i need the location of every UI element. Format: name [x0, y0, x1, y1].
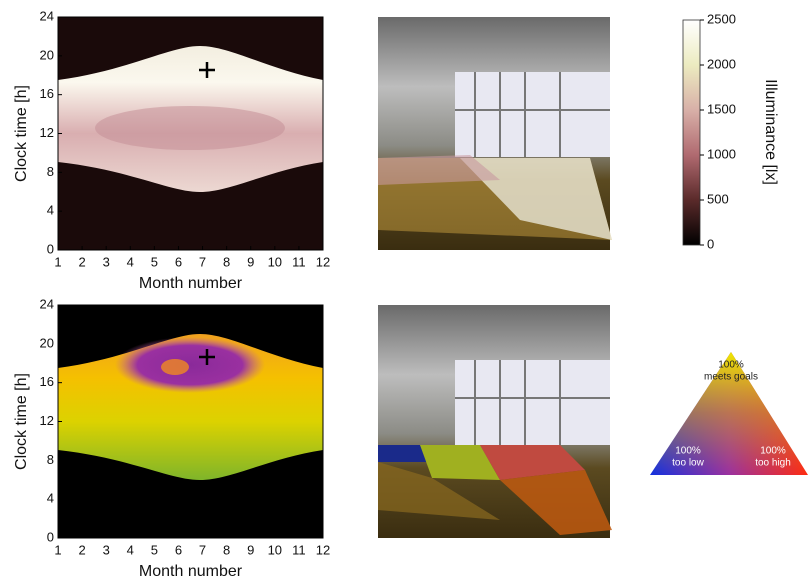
y-tick-label: 8	[47, 164, 54, 179]
colorbar-tick-label: 2500	[707, 11, 736, 26]
x-tick-label: 11	[292, 254, 306, 269]
x-tick-label: 1	[54, 254, 61, 269]
x-tick-label: 3	[103, 542, 110, 557]
x-tick-label: 1	[54, 542, 61, 557]
render-top	[378, 17, 612, 250]
legend-text: 100%	[675, 446, 701, 457]
render-bottom	[378, 305, 612, 538]
x-axis-label: Month number	[139, 275, 243, 292]
x-tick-label: 3	[103, 254, 110, 269]
legend-text: too high	[755, 458, 791, 469]
x-tick-label: 2	[78, 542, 85, 557]
y-tick-label: 20	[40, 47, 54, 62]
x-tick-label: 4	[127, 542, 134, 557]
legend-text: meets goals	[704, 372, 758, 383]
y-tick-label: 16	[40, 86, 54, 101]
colorbar-tick-label: 0	[707, 236, 714, 251]
x-tick-label: 6	[175, 254, 182, 269]
x-tick-label: 10	[268, 254, 282, 269]
y-tick-label: 0	[47, 529, 54, 544]
figure: Illuminance [lx] 100% meets goals 100% t…	[0, 0, 809, 582]
y-tick-label: 8	[47, 452, 54, 467]
heatmap-bottom	[58, 305, 323, 538]
x-tick-label: 7	[199, 254, 206, 269]
colorbar: Illuminance [lx]	[683, 20, 779, 245]
y-tick-label: 4	[47, 203, 54, 218]
x-axis-label: Month number	[139, 563, 243, 580]
legend-text: 100%	[718, 360, 744, 371]
heatmap-top	[58, 17, 323, 250]
x-tick-label: 12	[316, 542, 330, 557]
y-tick-label: 16	[40, 374, 54, 389]
colorbar-label: Illuminance [lx]	[762, 79, 779, 185]
x-tick-label: 11	[292, 542, 306, 557]
x-tick-label: 9	[247, 254, 254, 269]
colorbar-tick-label: 1500	[707, 101, 736, 116]
y-tick-label: 24	[40, 8, 54, 23]
y-tick-label: 4	[47, 491, 54, 506]
legend-text: too low	[672, 458, 704, 469]
y-tick-label: 24	[40, 296, 54, 311]
colorbar-tick-label: 2000	[707, 56, 736, 71]
x-tick-label: 6	[175, 542, 182, 557]
x-tick-label: 8	[223, 542, 230, 557]
legend-text: 100%	[760, 446, 786, 457]
x-tick-label: 5	[151, 254, 158, 269]
y-axis-label: Clock time [h]	[13, 85, 30, 182]
x-tick-label: 7	[199, 542, 206, 557]
y-tick-label: 12	[40, 125, 54, 140]
colorbar-tick-label: 500	[707, 191, 729, 206]
x-tick-label: 8	[223, 254, 230, 269]
y-tick-label: 0	[47, 241, 54, 256]
x-tick-label: 2	[78, 254, 85, 269]
colorbar-tick-label: 1000	[707, 146, 736, 161]
x-tick-label: 5	[151, 542, 158, 557]
y-tick-label: 20	[40, 335, 54, 350]
y-tick-label: 12	[40, 413, 54, 428]
x-tick-label: 9	[247, 542, 254, 557]
y-axis-label: Clock time [h]	[13, 373, 30, 470]
x-tick-label: 4	[127, 254, 134, 269]
x-tick-label: 12	[316, 254, 330, 269]
triangle-legend: 100% meets goals 100% too low 100% too h…	[650, 352, 808, 475]
x-tick-label: 10	[268, 542, 282, 557]
